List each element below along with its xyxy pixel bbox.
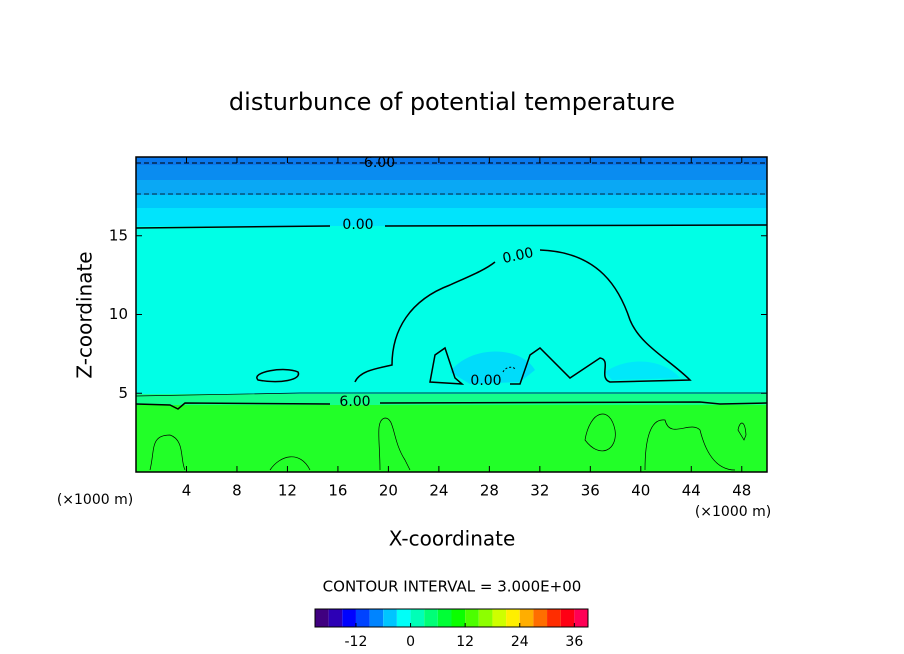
chart-title: disturbunce of potential temperature bbox=[229, 88, 675, 116]
contour-line bbox=[135, 401, 768, 410]
colorbar-swatch bbox=[560, 609, 575, 627]
x-tick-label: 16 bbox=[328, 482, 347, 500]
colorbar-frame bbox=[314, 608, 589, 628]
contour-line bbox=[135, 392, 767, 397]
field-band bbox=[136, 208, 767, 226]
colorbar-swatch bbox=[383, 609, 397, 627]
contour-label: -6.00 bbox=[359, 155, 395, 171]
colorbar-swatch bbox=[478, 609, 493, 627]
field-band bbox=[136, 180, 767, 195]
colorbar-tick-label: 12 bbox=[456, 634, 474, 650]
colorbar-tick-label: 0 bbox=[406, 634, 415, 650]
contour-line bbox=[502, 366, 517, 373]
x-tick-label: 4 bbox=[182, 482, 192, 500]
x-tick-label: 28 bbox=[480, 482, 499, 500]
contour-label: 0.00 bbox=[342, 217, 373, 233]
colorbar-tick-label: 36 bbox=[565, 634, 583, 650]
colorbar-swatch bbox=[369, 609, 384, 627]
x-tick-label: 40 bbox=[631, 482, 650, 500]
colorbar-swatch bbox=[355, 609, 370, 627]
colorbar-swatch bbox=[315, 609, 329, 627]
colorbar-swatch bbox=[424, 609, 438, 627]
x-axis-label: X-coordinate bbox=[389, 527, 516, 551]
x-tick-label: 36 bbox=[581, 482, 600, 500]
contour-label: 6.00 bbox=[339, 394, 370, 410]
field-band bbox=[136, 405, 767, 472]
colorbar-tick-label: 24 bbox=[511, 634, 529, 650]
field-patch bbox=[450, 351, 535, 384]
colorbar-swatch bbox=[437, 609, 452, 627]
y-tick-label: 10 bbox=[109, 305, 128, 323]
field-patch bbox=[605, 361, 680, 380]
colorbar-swatch bbox=[451, 609, 466, 627]
x-tick-label: 8 bbox=[232, 482, 242, 500]
contour-line bbox=[256, 368, 300, 383]
colorbar-swatch bbox=[506, 609, 520, 627]
x-tick-label: 44 bbox=[682, 482, 701, 500]
y-tick-label: 15 bbox=[109, 226, 128, 244]
contour-interval: CONTOUR INTERVAL = 3.000E+00 bbox=[323, 578, 582, 596]
contour-label: 0.00 bbox=[470, 373, 501, 389]
contour-line bbox=[149, 413, 747, 471]
colorbar-swatch bbox=[519, 609, 534, 627]
x-unit-label: (×1000 m) bbox=[57, 492, 133, 508]
colorbar-swatch bbox=[342, 609, 356, 627]
x-tick-label: 20 bbox=[379, 482, 398, 500]
colorbar-swatch bbox=[492, 609, 507, 627]
colorbar-swatch bbox=[547, 609, 561, 627]
colorbar-swatch bbox=[465, 609, 479, 627]
contour-line bbox=[135, 224, 768, 229]
colorbar-swatch bbox=[328, 609, 343, 627]
colorbar-swatch bbox=[396, 609, 411, 627]
field-band bbox=[136, 195, 767, 208]
x-tick-label: 48 bbox=[732, 482, 751, 500]
x-tick-label: 12 bbox=[278, 482, 297, 500]
colorbar-swatch bbox=[533, 609, 548, 627]
contour-label: 0.00 bbox=[501, 245, 535, 267]
y-axis-label: Z-coordinate bbox=[73, 251, 97, 378]
colorbar-swatch bbox=[410, 609, 425, 627]
field-band bbox=[136, 157, 767, 165]
colorbar-swatch bbox=[574, 609, 588, 627]
field-band bbox=[136, 165, 767, 180]
field-band bbox=[136, 394, 767, 405]
x-unit-label: (×1000 m) bbox=[695, 504, 771, 520]
colorbar-tick-label: -12 bbox=[345, 634, 368, 650]
x-tick-label: 32 bbox=[530, 482, 549, 500]
contour-line bbox=[354, 249, 692, 385]
y-tick-label: 5 bbox=[118, 384, 128, 402]
x-tick-label: 24 bbox=[429, 482, 448, 500]
